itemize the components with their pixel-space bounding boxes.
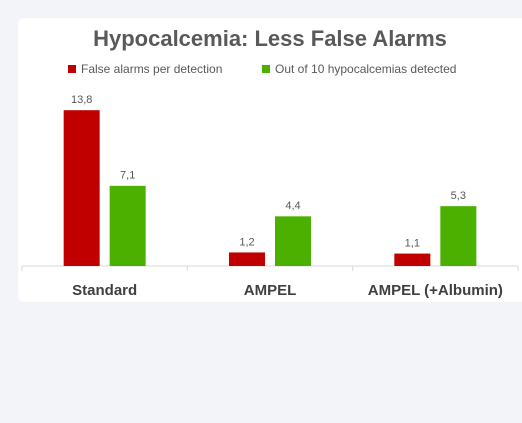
value-label: 7,1 <box>120 170 135 182</box>
bar <box>275 216 311 266</box>
value-label: 1,2 <box>239 236 254 248</box>
legend-swatch <box>262 65 270 73</box>
bar <box>63 110 100 267</box>
legend-label: Out of 10 hypocalcemias detected <box>275 62 456 76</box>
value-label: 4,4 <box>285 200 300 212</box>
bar <box>394 253 431 266</box>
bar <box>229 252 265 266</box>
legend-swatch <box>68 65 76 73</box>
value-label: 1,1 <box>405 237 420 249</box>
bar <box>109 185 146 266</box>
value-label: 13,8 <box>71 94 92 106</box>
chart-title: Hypocalcemia: Less False Alarms <box>93 26 447 51</box>
legend-label: False alarms per detection <box>81 62 222 76</box>
x-tick-label: AMPEL (+Albumin) <box>368 282 503 299</box>
bar <box>440 206 477 266</box>
x-tick-label: AMPEL <box>244 282 297 299</box>
x-tick-label: Standard <box>72 282 137 299</box>
value-label: 5,3 <box>451 190 466 202</box>
